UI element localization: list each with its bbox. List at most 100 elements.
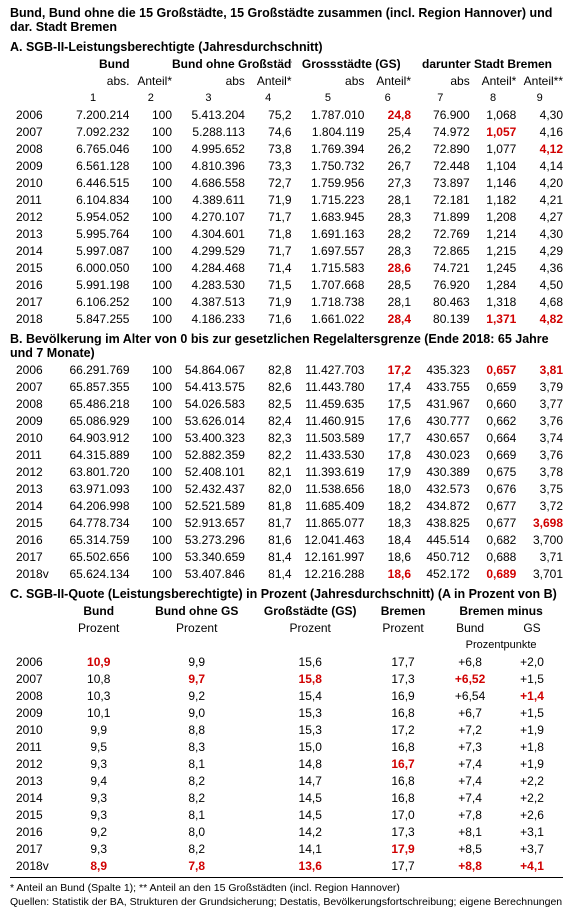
data-cell: 1,214	[470, 226, 517, 243]
data-cell: 13,6	[253, 858, 366, 875]
col-num: 5	[292, 90, 365, 107]
data-cell: 1,215	[470, 243, 517, 260]
col-group: Bund	[57, 56, 172, 73]
data-cell: 71.899	[411, 209, 470, 226]
data-cell: 9,5	[57, 739, 140, 756]
col-head: Prozent	[140, 620, 253, 637]
data-cell: 82,3	[245, 430, 292, 447]
data-cell: 17,2	[364, 362, 411, 379]
data-cell: 18,6	[364, 549, 411, 566]
data-cell: 17,8	[364, 447, 411, 464]
data-cell: 74.721	[411, 260, 470, 277]
data-cell: 82,4	[245, 413, 292, 430]
data-cell: 14,5	[253, 807, 366, 824]
col-num: 2	[129, 90, 172, 107]
section-b-title: B. Bevölkerung im Alter von 0 bis zur ge…	[10, 332, 563, 360]
data-cell: 18,0	[364, 481, 411, 498]
data-cell: 100	[129, 243, 172, 260]
data-cell: 430.777	[411, 413, 470, 430]
data-cell: 100	[130, 532, 173, 549]
data-cell: 11.503.589	[292, 430, 365, 447]
year-cell: 2016	[10, 277, 57, 294]
table-row: 201363.971.09310052.432.43782,011.538.65…	[10, 481, 563, 498]
col-head: Prozent	[367, 620, 439, 637]
data-cell: 430.657	[411, 430, 470, 447]
data-cell: 5.991.198	[57, 277, 130, 294]
data-cell: 9,0	[140, 705, 253, 722]
data-cell: 5.847.255	[57, 311, 130, 328]
data-cell: +8,5	[439, 841, 501, 858]
data-cell: 4.995.652	[172, 141, 245, 158]
data-cell: +8,8	[439, 858, 501, 875]
data-cell: 1.697.557	[292, 243, 365, 260]
data-cell: 100	[130, 498, 173, 515]
table-row: 201064.903.91210053.400.32382,311.503.58…	[10, 430, 563, 447]
data-cell: 15,0	[253, 739, 366, 756]
table-row: 20139,48,214,716,8+7,4+2,2	[10, 773, 563, 790]
table-row: 20135.995.7641004.304.60171,81.691.16328…	[10, 226, 563, 243]
data-cell: 81,6	[245, 532, 292, 549]
data-cell: 71,6	[245, 311, 292, 328]
col-group: darunter Stadt Bremen	[411, 56, 563, 73]
data-cell: 8,0	[140, 824, 253, 841]
data-cell: 53.340.659	[172, 549, 245, 566]
data-cell: 10,3	[57, 688, 140, 705]
data-cell: 10,1	[57, 705, 140, 722]
data-cell: 12.161.997	[292, 549, 365, 566]
year-cell: 2006	[10, 654, 57, 671]
data-cell: 18,6	[364, 566, 411, 583]
data-cell: 9,2	[140, 688, 253, 705]
data-cell: +1,4	[501, 688, 563, 705]
data-cell: 11.393.619	[292, 464, 365, 481]
data-cell: 73.897	[411, 175, 470, 192]
data-cell: +2,2	[501, 773, 563, 790]
data-cell: 9,9	[140, 654, 253, 671]
year-cell: 2009	[10, 413, 57, 430]
col-head: Anteil*	[245, 73, 292, 90]
data-cell: 80.463	[411, 294, 470, 311]
data-cell: 1,371	[470, 311, 517, 328]
data-cell: 3,700	[516, 532, 563, 549]
data-cell: 0,659	[470, 379, 517, 396]
data-cell: 4,27	[516, 209, 563, 226]
table-row: 20185.847.2551004.186.23371,61.661.02228…	[10, 311, 563, 328]
data-cell: 8,3	[140, 739, 253, 756]
data-cell: 5.997.087	[57, 243, 130, 260]
col-num: 1	[57, 90, 130, 107]
data-cell: 6.561.128	[57, 158, 130, 175]
data-cell: 28,1	[364, 192, 411, 209]
data-cell: 0,664	[470, 430, 517, 447]
year-cell: 2018v	[10, 858, 57, 875]
data-cell: 28,2	[364, 226, 411, 243]
col-head: Prozent	[57, 620, 140, 637]
data-cell: +7,2	[439, 722, 501, 739]
data-cell: 3,77	[516, 396, 563, 413]
data-cell: 74,6	[245, 124, 292, 141]
data-cell: 100	[130, 447, 173, 464]
year-cell: 2010	[10, 175, 57, 192]
year-cell: 2007	[10, 124, 57, 141]
data-cell: 72.890	[411, 141, 470, 158]
table-row: 200865.486.21810054.026.58382,511.459.63…	[10, 396, 563, 413]
divider	[10, 877, 563, 878]
data-cell: 17,7	[364, 430, 411, 447]
data-cell: 100	[130, 413, 173, 430]
data-cell: +7,4	[439, 790, 501, 807]
data-cell: 432.573	[411, 481, 470, 498]
table-row: 2018v8,97,813,617,7+8,8+4,1	[10, 858, 563, 875]
data-cell: 6.446.515	[57, 175, 130, 192]
data-cell: 1.683.945	[292, 209, 365, 226]
data-cell: 100	[129, 175, 172, 192]
data-cell: 4,68	[516, 294, 563, 311]
data-cell: +6,7	[439, 705, 501, 722]
data-cell: 27,3	[364, 175, 411, 192]
data-cell: 72.181	[411, 192, 470, 209]
year-cell: 2015	[10, 260, 57, 277]
data-cell: 438.825	[411, 515, 470, 532]
data-cell: 53.273.296	[172, 532, 245, 549]
data-cell: 100	[130, 396, 173, 413]
data-cell: 76.920	[411, 277, 470, 294]
data-cell: 63.801.720	[57, 464, 130, 481]
data-cell: 26,2	[364, 141, 411, 158]
data-cell: 7,8	[140, 858, 253, 875]
